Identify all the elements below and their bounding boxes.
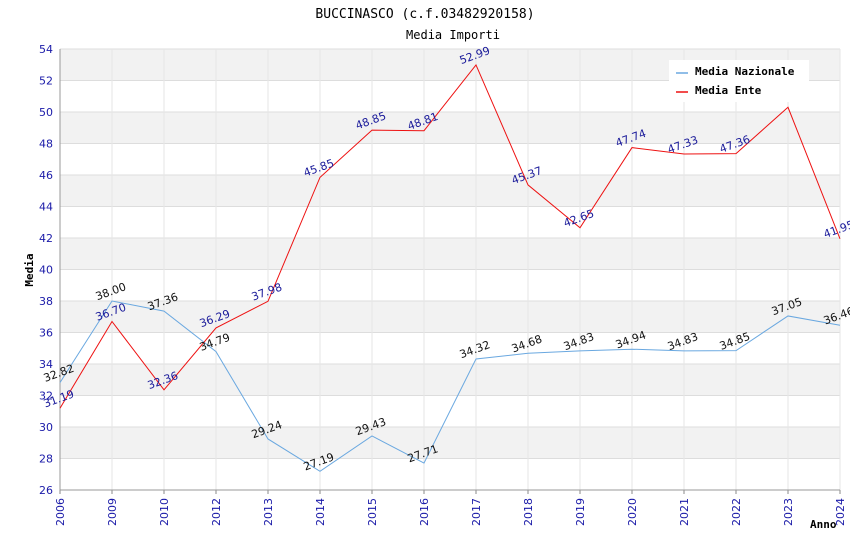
data-label-media-ente: 37.98 (250, 281, 284, 304)
x-tick-label-2014: 2014 (314, 498, 327, 526)
chart-subtitle: Media Importi (406, 28, 500, 42)
y-tick-label: 42 (39, 232, 53, 245)
tick-labels: 26 28 30 32 34 36 38 40 42 44 46 48 50 52 54 2006 2009 20… (39, 43, 847, 526)
y-tick-label: 32 (39, 390, 53, 403)
series-line-media-ente (59, 63, 841, 409)
grid-band (60, 427, 840, 459)
y-tick-label: 38 (39, 295, 53, 308)
series-line-media-nazionale (59, 300, 841, 472)
x-tick-label-2006: 2006 (54, 498, 67, 526)
x-tick-label-2019: 2019 (574, 498, 587, 526)
x-tick-label-2009: 2009 (106, 498, 119, 526)
axes (59, 49, 841, 494)
data-label-media-nazionale: 34.83 (562, 330, 596, 353)
grid-bands (60, 49, 840, 459)
y-axis-title: Media (23, 253, 36, 286)
data-label-media-nazionale: 34.85 (718, 330, 752, 353)
legend-box (669, 60, 809, 102)
x-tick-label-2020: 2020 (626, 498, 639, 526)
chart-title: BUCCINASCO (c.f.03482920158) (315, 7, 534, 22)
y-tick-label: 50 (39, 106, 53, 119)
x-tick-label-2024: 2024 (834, 498, 847, 526)
y-tick-label: 34 (39, 358, 53, 371)
grid-band (60, 175, 840, 207)
y-tick-label: 52 (39, 75, 53, 88)
y-tick-label: 46 (39, 169, 53, 182)
x-tick-label-2010: 2010 (158, 498, 171, 526)
y-tick-label: 44 (39, 201, 53, 214)
x-tick-label-2016: 2016 (418, 498, 431, 526)
x-tick-label-2017: 2017 (470, 498, 483, 526)
y-tick-label: 26 (39, 484, 53, 497)
x-tick-label-2018: 2018 (522, 498, 535, 526)
x-axis-title: Anno (810, 518, 837, 531)
x-tick-label-2013: 2013 (262, 498, 275, 526)
data-label-media-nazionale: 38.00 (94, 280, 128, 303)
data-label-media-nazionale: 34.68 (510, 333, 544, 356)
y-tick-label: 48 (39, 138, 53, 151)
y-tick-label: 40 (39, 264, 53, 277)
x-tick-label-2023: 2023 (782, 498, 795, 526)
grid-band (60, 364, 840, 396)
data-label-media-nazionale: 34.83 (666, 330, 700, 353)
series-lines (59, 63, 841, 472)
y-tick-label: 54 (39, 43, 53, 56)
grid-band (60, 238, 840, 270)
legend-label-media-ente: Media Ente (695, 84, 762, 97)
y-tick-label: 36 (39, 327, 53, 340)
legend-label-media-nazionale: Media Nazionale (695, 65, 795, 78)
y-tick-label: 28 (39, 453, 53, 466)
x-tick-label-2012: 2012 (210, 498, 223, 526)
x-tick-label-2021: 2021 (678, 498, 691, 526)
grid-band (60, 112, 840, 144)
grid-lines (59, 48, 841, 491)
y-tick-label: 30 (39, 421, 53, 434)
legend: Media Nazionale Media Ente (669, 60, 809, 102)
x-tick-label-2015: 2015 (366, 498, 379, 526)
x-tick-label-2022: 2022 (730, 498, 743, 526)
grid-band (60, 301, 840, 333)
